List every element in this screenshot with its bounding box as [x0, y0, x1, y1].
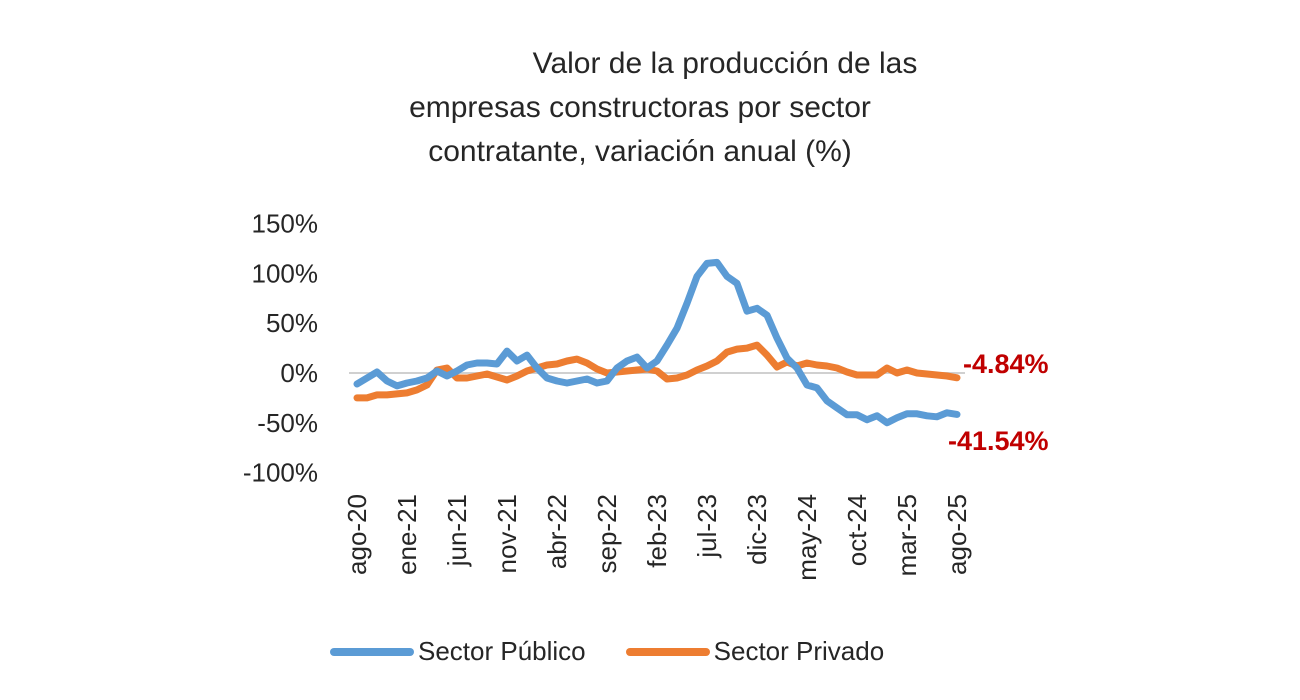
y-tick-label: -50% [257, 408, 318, 438]
x-tick-label: ago-20 [342, 494, 372, 575]
series-layer [353, 258, 961, 427]
legend-swatch-publico [330, 647, 414, 656]
x-tick-label: dic-23 [742, 494, 772, 565]
chart-title-line-2: empresas constructoras por sector [409, 91, 871, 124]
end-label-privado: -4.84% [963, 349, 1049, 379]
x-tick-label: feb-23 [642, 494, 672, 568]
end-label-publico: -41.54% [948, 426, 1049, 456]
x-tick-label: jul-23 [692, 494, 722, 559]
x-tick-label: mar-25 [892, 494, 922, 576]
end-annotations: -41.54% -4.84% [948, 349, 1049, 456]
chart-title-line-1: Valor de la producción de las [532, 47, 918, 80]
x-tick-label: abr-22 [542, 494, 572, 569]
y-tick-label: 150% [252, 209, 319, 239]
chart-title: Valor de la producción de las empresas c… [360, 42, 960, 174]
y-tick-label: 100% [252, 258, 319, 288]
y-axis: 150% 100% 50% 0% -50% -100% [243, 209, 318, 488]
legend-label-privado: Sector Privado [713, 636, 885, 666]
x-axis: ago-20 ene-21 jun-21 nov-21 abr-22 sep-22 feb-… [342, 494, 972, 581]
legend: Sector Público Sector Privado [330, 636, 924, 667]
series-line-publico [353, 258, 961, 427]
legend-item-privado: Sector Privado [625, 636, 885, 667]
x-tick-label: ene-21 [392, 494, 422, 575]
x-tick-label: jun-21 [442, 494, 472, 567]
x-tick-label: ago-25 [942, 494, 972, 575]
x-tick-label: nov-21 [492, 494, 522, 574]
y-tick-label: -100% [243, 458, 318, 488]
x-tick-label: may-24 [792, 494, 822, 581]
x-tick-label: oct-24 [842, 494, 872, 566]
legend-swatch-privado [625, 647, 710, 656]
legend-label-publico: Sector Público [418, 636, 586, 666]
chart-title-line-3: contratante, variación anual (%) [428, 135, 852, 168]
x-tick-label: sep-22 [592, 494, 622, 574]
series-line-privado [353, 341, 961, 402]
y-tick-label: 0% [280, 358, 318, 388]
y-tick-label: 50% [266, 308, 318, 338]
legend-item-publico: Sector Público [330, 636, 586, 667]
